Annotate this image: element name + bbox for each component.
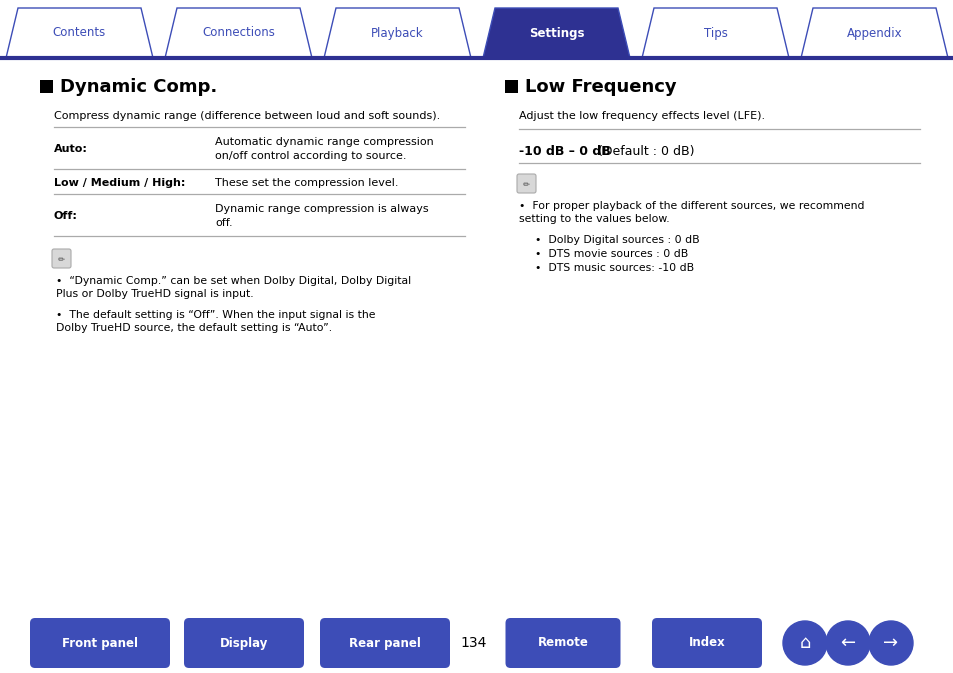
Text: (Default : 0 dB): (Default : 0 dB) (594, 145, 694, 158)
Text: •  The default setting is “Off”. When the input signal is the
Dolby TrueHD sourc: • The default setting is “Off”. When the… (56, 310, 375, 333)
Polygon shape (165, 8, 312, 58)
Text: Tips: Tips (702, 26, 727, 40)
Text: →: → (882, 634, 898, 652)
Text: 134: 134 (460, 636, 487, 650)
Text: •  DTS music sources: -10 dB: • DTS music sources: -10 dB (535, 263, 694, 273)
FancyBboxPatch shape (651, 618, 761, 668)
FancyBboxPatch shape (505, 618, 619, 668)
Text: •  DTS movie sources : 0 dB: • DTS movie sources : 0 dB (535, 249, 687, 259)
FancyBboxPatch shape (319, 618, 450, 668)
Text: Automatic dynamic range compression
on/off control according to source.: Automatic dynamic range compression on/o… (214, 137, 434, 161)
Text: Playback: Playback (371, 26, 423, 40)
FancyBboxPatch shape (184, 618, 304, 668)
Text: ⌂: ⌂ (799, 634, 810, 652)
Text: Dynamic range compression is always
off.: Dynamic range compression is always off. (214, 205, 428, 227)
FancyBboxPatch shape (52, 249, 71, 268)
Polygon shape (641, 8, 788, 58)
Text: Adjust the low frequency effects level (LFE).: Adjust the low frequency effects level (… (518, 111, 764, 121)
Text: Auto:: Auto: (54, 144, 88, 154)
Text: •  Dolby Digital sources : 0 dB: • Dolby Digital sources : 0 dB (535, 235, 699, 245)
Text: •  For proper playback of the different sources, we recommend
setting to the val: • For proper playback of the different s… (518, 201, 863, 224)
Polygon shape (801, 8, 947, 58)
Bar (504, 80, 517, 93)
Text: ←: ← (840, 634, 855, 652)
Text: Display: Display (219, 637, 268, 649)
Text: Compress dynamic range (difference between loud and soft sounds).: Compress dynamic range (difference betwe… (54, 111, 439, 121)
FancyBboxPatch shape (517, 174, 536, 193)
FancyBboxPatch shape (30, 618, 170, 668)
Text: Appendix: Appendix (846, 26, 902, 40)
Text: Off:: Off: (54, 211, 78, 221)
Polygon shape (6, 8, 152, 58)
Text: ✏: ✏ (522, 179, 530, 188)
Text: These set the compression level.: These set the compression level. (214, 178, 398, 188)
Polygon shape (482, 8, 629, 58)
Text: Low Frequency: Low Frequency (524, 77, 676, 96)
Text: •  “Dynamic Comp.” can be set when Dolby Digital, Dolby Digital
Plus or Dolby Tr: • “Dynamic Comp.” can be set when Dolby … (56, 276, 411, 299)
Text: -10 dB – 0 dB: -10 dB – 0 dB (518, 145, 610, 158)
Text: Connections: Connections (202, 26, 274, 40)
Text: Settings: Settings (528, 26, 583, 40)
Text: Contents: Contents (52, 26, 106, 40)
Circle shape (782, 621, 826, 665)
Text: Index: Index (688, 637, 724, 649)
Text: ✏: ✏ (58, 254, 65, 263)
Bar (40, 80, 53, 93)
Text: Low / Medium / High:: Low / Medium / High: (54, 178, 185, 188)
Polygon shape (324, 8, 471, 58)
Text: Front panel: Front panel (62, 637, 138, 649)
Circle shape (868, 621, 912, 665)
Text: Remote: Remote (537, 637, 588, 649)
Text: Rear panel: Rear panel (349, 637, 420, 649)
Text: Dynamic Comp.: Dynamic Comp. (60, 77, 217, 96)
Circle shape (825, 621, 869, 665)
